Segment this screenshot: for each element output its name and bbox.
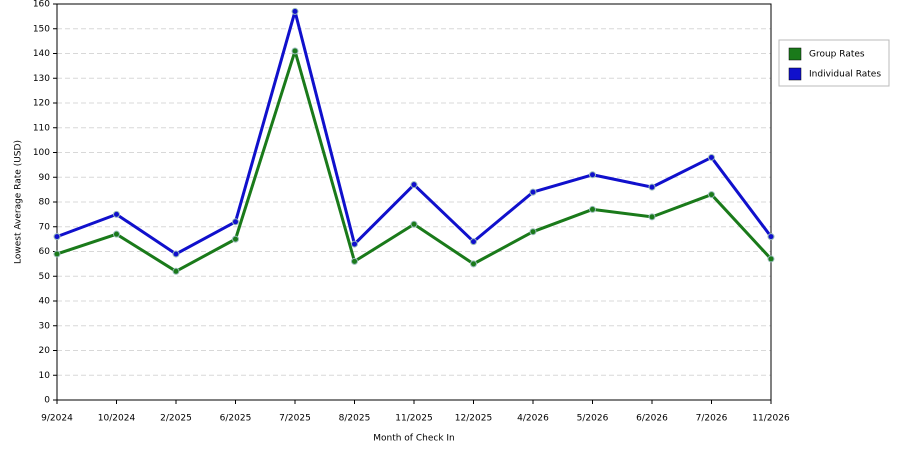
- data-point: [708, 153, 715, 161]
- y-tick-label: 160: [33, 0, 50, 10]
- y-tick-label: 100: [33, 148, 50, 158]
- data-point: [470, 260, 477, 268]
- series-line: [56, 49, 773, 273]
- data-point: [53, 250, 61, 258]
- y-tick-label: 80: [39, 198, 51, 208]
- series-line: [56, 9, 773, 256]
- data-point: [53, 233, 61, 241]
- data-point: [232, 235, 239, 243]
- y-tick-label: 0: [44, 396, 50, 406]
- data-point: [410, 181, 418, 189]
- y-tick-label: 30: [39, 321, 51, 331]
- y-tick-label: 70: [39, 222, 51, 232]
- x-tick-label: 10/2024: [98, 414, 136, 424]
- data-point: [351, 240, 358, 248]
- data-point: [529, 188, 537, 196]
- x-tick-label: 5/2026: [577, 414, 609, 424]
- data-point: [291, 7, 299, 15]
- x-tick-label: 12/2025: [455, 414, 492, 424]
- data-point: [589, 205, 596, 213]
- x-tick-label: 6/2026: [636, 414, 668, 424]
- y-tick-label: 10: [39, 371, 51, 381]
- legend-swatch: [788, 67, 802, 81]
- x-tick-label: 4/2026: [517, 414, 549, 424]
- data-point: [172, 250, 180, 258]
- x-tick-label: 11/2026: [752, 414, 790, 424]
- x-tick-label: 6/2025: [220, 414, 252, 424]
- x-tick-label: 2/2025: [160, 414, 192, 424]
- data-point: [113, 210, 120, 218]
- data-point: [351, 257, 358, 265]
- y-tick-label: 20: [39, 346, 51, 356]
- data-point: [767, 255, 775, 263]
- data-point: [410, 220, 418, 228]
- data-point: [529, 228, 537, 236]
- x-tick-label: 9/2024: [41, 414, 73, 424]
- data-point: [172, 267, 180, 275]
- x-tick-label: 7/2026: [696, 414, 728, 424]
- data-point: [113, 230, 120, 238]
- y-tick-label: 150: [33, 24, 50, 34]
- x-tick-label: 11/2025: [395, 414, 432, 424]
- x-tick-label: 8/2025: [339, 414, 371, 424]
- plot-frame: [56, 3, 772, 401]
- data-point: [291, 47, 299, 55]
- data-point: [470, 238, 477, 246]
- data-point: [648, 213, 656, 221]
- data-point: [589, 171, 596, 179]
- x-tick-label: 7/2025: [279, 414, 311, 424]
- y-tick-label: 50: [39, 272, 51, 282]
- y-tick-label: 110: [33, 123, 50, 133]
- legend-swatch: [788, 47, 802, 61]
- legend-label: Group Rates: [809, 50, 865, 60]
- x-axis-label: Month of Check In: [373, 434, 455, 444]
- y-tick-label: 60: [39, 247, 51, 257]
- legend-label: Individual Rates: [809, 70, 881, 80]
- data-point: [708, 191, 715, 199]
- y-tick-label: 40: [39, 297, 51, 307]
- data-point: [648, 183, 656, 191]
- y-axis-label: Lowest Average Rate (USD): [14, 140, 24, 264]
- data-point: [767, 233, 775, 241]
- y-tick-label: 130: [33, 74, 50, 84]
- y-tick-label: 90: [39, 173, 51, 183]
- y-tick-label: 140: [33, 49, 50, 59]
- data-point: [232, 218, 239, 226]
- y-tick-label: 120: [33, 99, 50, 109]
